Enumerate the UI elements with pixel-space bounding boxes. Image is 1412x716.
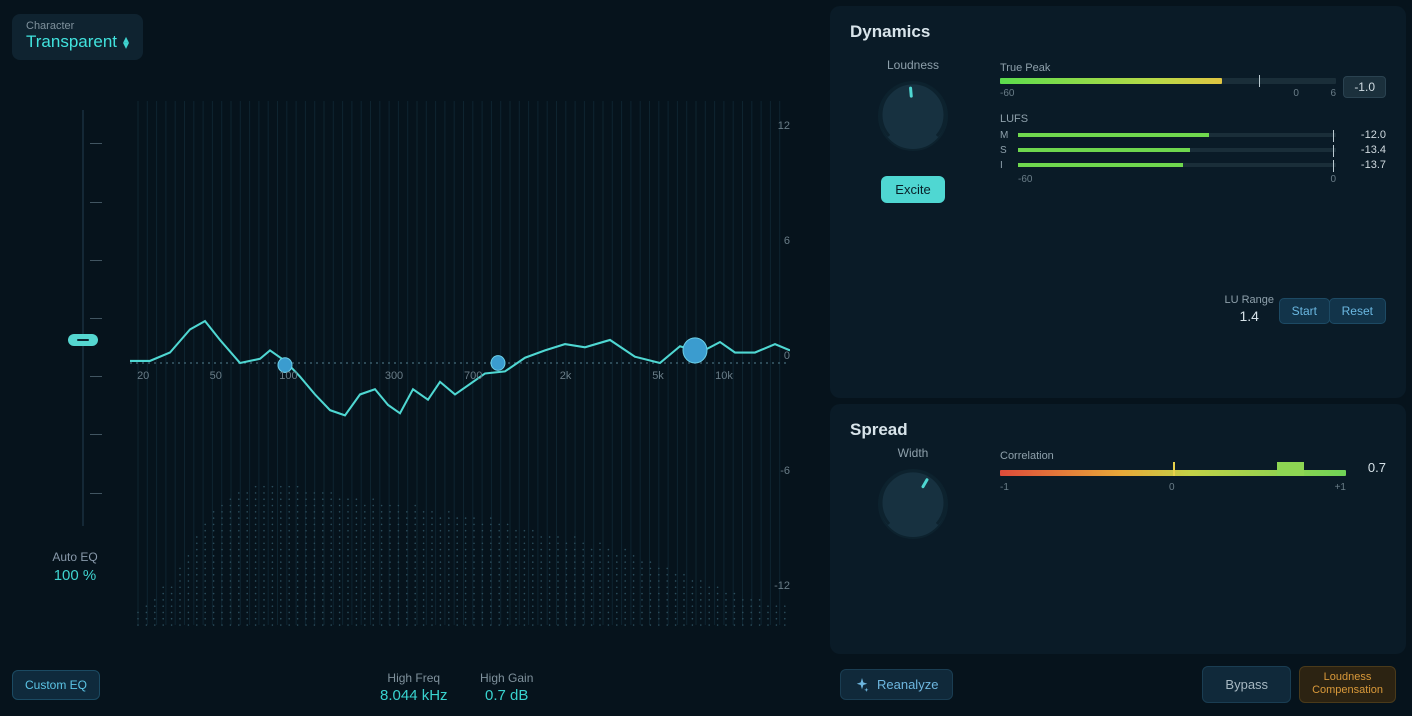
spread-title: Spread (850, 420, 1386, 440)
correlation-meter (1000, 470, 1346, 476)
eq-node[interactable] (491, 356, 505, 371)
correlation-label: Correlation (1000, 450, 1386, 462)
reset-button[interactable]: Reset (1329, 298, 1386, 324)
reanalyze-button[interactable]: Reanalyze (840, 669, 953, 700)
loudness-label: Loudness (858, 58, 968, 72)
auto-eq-value: 100 % (40, 567, 110, 584)
eq-node[interactable] (683, 338, 707, 363)
correlation-value: 0.7 (1368, 460, 1386, 475)
sparkle-icon (855, 678, 869, 692)
lufs-row: S-13.4 (1000, 144, 1386, 156)
true-peak-label: True Peak (1000, 62, 1386, 74)
eq-chart: Auto EQ 100 % 1260-6-12 20501003007002k5… (30, 80, 810, 646)
auto-eq-slider-handle[interactable] (68, 334, 98, 346)
param-high-gain[interactable]: High Gain 0.7 dB (480, 671, 533, 704)
loudness-knob[interactable] (877, 80, 949, 152)
dynamics-title: Dynamics (850, 22, 1386, 42)
lufs-row: M-12.0 (1000, 129, 1386, 141)
custom-eq-button[interactable]: Custom EQ (12, 670, 100, 700)
chevron-updown-icon: ▴▾ (123, 36, 129, 48)
eq-plot[interactable]: 1260-6-12 20501003007002k5k10k (130, 80, 790, 646)
character-value: Transparent (26, 32, 117, 52)
loudness-compensation-button[interactable]: Loudness Compensation (1299, 666, 1396, 703)
width-label: Width (858, 446, 968, 460)
auto-eq-slider-track[interactable] (82, 110, 84, 526)
auto-eq-label: Auto EQ (40, 550, 110, 564)
start-button[interactable]: Start (1279, 298, 1330, 324)
true-peak-meter (1000, 78, 1336, 84)
true-peak-badge[interactable]: -1.0 (1343, 76, 1386, 98)
footer-bar: Reanalyze Bypass Loudness Compensation (830, 660, 1406, 713)
excite-button[interactable]: Excite (881, 176, 944, 203)
param-high-freq[interactable]: High Freq 8.044 kHz (380, 671, 448, 704)
spread-panel: Spread Width Correlation 0.7 (830, 404, 1406, 654)
character-selector[interactable]: Character Transparent ▴▾ (12, 14, 143, 60)
lufs-row: I-13.7 (1000, 159, 1386, 171)
lufs-label: LUFS (1000, 113, 1386, 125)
width-knob[interactable] (877, 468, 949, 540)
bypass-button[interactable]: Bypass (1202, 666, 1291, 703)
dynamics-panel: Dynamics Loudness Excite True Peak -1.0 (830, 6, 1406, 398)
character-label: Character (26, 20, 129, 32)
lu-range: LU Range 1.4 (1224, 294, 1274, 324)
